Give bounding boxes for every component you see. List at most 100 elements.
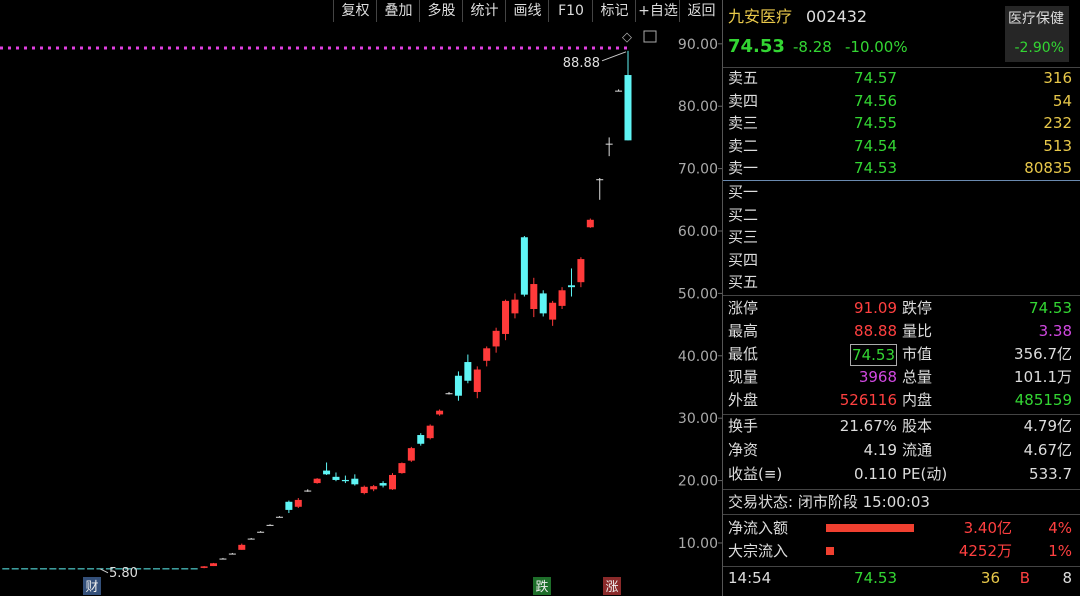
stat-value: 91.09	[854, 299, 897, 317]
separator	[723, 414, 1080, 415]
candle-body	[304, 490, 312, 492]
candle-body	[436, 410, 444, 415]
arrow	[601, 51, 627, 62]
stat-label: 外盘	[728, 391, 759, 409]
toolbar-button[interactable]: 叠加	[376, 0, 420, 22]
candle-body	[285, 501, 293, 510]
candle-body	[586, 219, 594, 228]
candle-body	[332, 476, 340, 480]
separator	[723, 67, 1080, 68]
candle-body	[549, 302, 557, 320]
candle-body	[257, 531, 265, 533]
marker: 财	[85, 580, 98, 595]
toolbar-button[interactable]: 返回	[679, 0, 723, 22]
y-tick-label: 90.00	[678, 37, 718, 53]
toolbar-button[interactable]: 统计	[462, 0, 506, 22]
toolbar-button[interactable]: 多股	[419, 0, 463, 22]
toolbar-button[interactable]: 画线	[505, 0, 549, 22]
stat-label: 收益(≡)	[728, 465, 783, 483]
stat-value: 88.88	[854, 322, 897, 340]
y-tick-label: 60.00	[678, 224, 718, 240]
y-tick-label: 50.00	[678, 286, 718, 302]
marker-box	[603, 577, 621, 595]
candle-body	[294, 499, 302, 507]
candle-body	[530, 284, 538, 309]
candle-body	[351, 478, 359, 485]
stat-value: 74.53	[850, 344, 897, 366]
candle-body	[615, 90, 623, 92]
arrow	[99, 568, 109, 574]
toolbar-button[interactable]: 复权	[333, 0, 377, 22]
toolbar-button[interactable]: 标记	[592, 0, 636, 22]
flow-pct: 1%	[1048, 542, 1072, 560]
stat-label: 最低	[728, 345, 759, 363]
separator	[723, 295, 1080, 296]
candle-body	[511, 299, 519, 314]
bid-label: 买一	[728, 183, 759, 201]
change-pct: -10.00%	[845, 38, 908, 56]
candle-body	[492, 330, 500, 347]
flow-label: 净流入额	[728, 519, 789, 537]
candle-body	[219, 558, 227, 560]
stat-value: 21.67%	[839, 417, 897, 435]
y-tick-label: 40.00	[678, 349, 718, 365]
y-tick-label: 20.00	[678, 474, 718, 490]
stat-label: 内盘	[902, 391, 933, 409]
toolbar-button[interactable]: F10	[548, 0, 593, 22]
bid-label: 买三	[728, 228, 759, 246]
ask-label: 卖五	[728, 69, 759, 87]
toolbar-button[interactable]: +自选	[635, 0, 680, 22]
candle-body	[454, 375, 462, 396]
candle-body	[341, 479, 349, 482]
candle-body	[200, 566, 208, 568]
separator	[723, 180, 1080, 181]
stat-label: 量比	[902, 322, 933, 340]
y-tick-label: 30.00	[678, 411, 718, 427]
candle-body	[313, 478, 321, 484]
candle-body	[596, 179, 604, 181]
stat-label: 市值	[902, 345, 933, 363]
trade-price: 74.53	[854, 569, 897, 587]
candle-body	[370, 486, 378, 490]
candle-body	[445, 393, 453, 395]
marker-box	[83, 577, 101, 595]
sector-pct: -2.90%	[1014, 40, 1064, 56]
stat-value: 356.7亿	[1014, 345, 1072, 363]
sector-box[interactable]	[1005, 6, 1069, 62]
separator	[723, 514, 1080, 515]
stat-label: PE(动)	[902, 465, 948, 483]
candle-body	[210, 563, 218, 567]
candle-body	[266, 524, 274, 526]
ask-price: 74.56	[854, 91, 897, 110]
separator	[723, 566, 1080, 567]
y-tick-label: 10.00	[678, 536, 718, 552]
stat-label: 涨停	[728, 299, 759, 317]
stock-code: 002432	[806, 7, 868, 26]
stat-value: 4.79亿	[1023, 417, 1072, 435]
flow-bar	[826, 547, 834, 555]
stat-value: 101.1万	[1014, 368, 1072, 386]
candle-body	[483, 348, 491, 361]
icon[interactable]	[643, 30, 657, 43]
stat-label: 股本	[902, 417, 933, 435]
stat-value: 4.19	[863, 441, 897, 459]
high-label: 88.88	[563, 56, 600, 71]
stat-value: 4.67亿	[1023, 441, 1072, 459]
ask-volume: 54	[1052, 91, 1072, 110]
trade-volume: 36	[980, 569, 1000, 587]
ask-price: 74.55	[854, 114, 897, 132]
separator	[723, 489, 1080, 490]
candle-body	[473, 369, 481, 392]
flow-value: 4252万	[958, 542, 1012, 560]
ask-volume: 232	[1043, 114, 1072, 132]
icon[interactable]: ◇	[622, 30, 632, 45]
y-tick-label: 70.00	[678, 162, 718, 178]
trade-time: 14:54	[728, 569, 772, 587]
ask-price: 74.54	[854, 136, 897, 155]
marker-box	[533, 577, 551, 595]
candle-body	[360, 486, 368, 494]
stat-label: 换手	[728, 417, 759, 435]
ask-volume: 513	[1043, 136, 1072, 155]
candle-body	[577, 259, 585, 283]
price: 74.53	[728, 36, 785, 57]
